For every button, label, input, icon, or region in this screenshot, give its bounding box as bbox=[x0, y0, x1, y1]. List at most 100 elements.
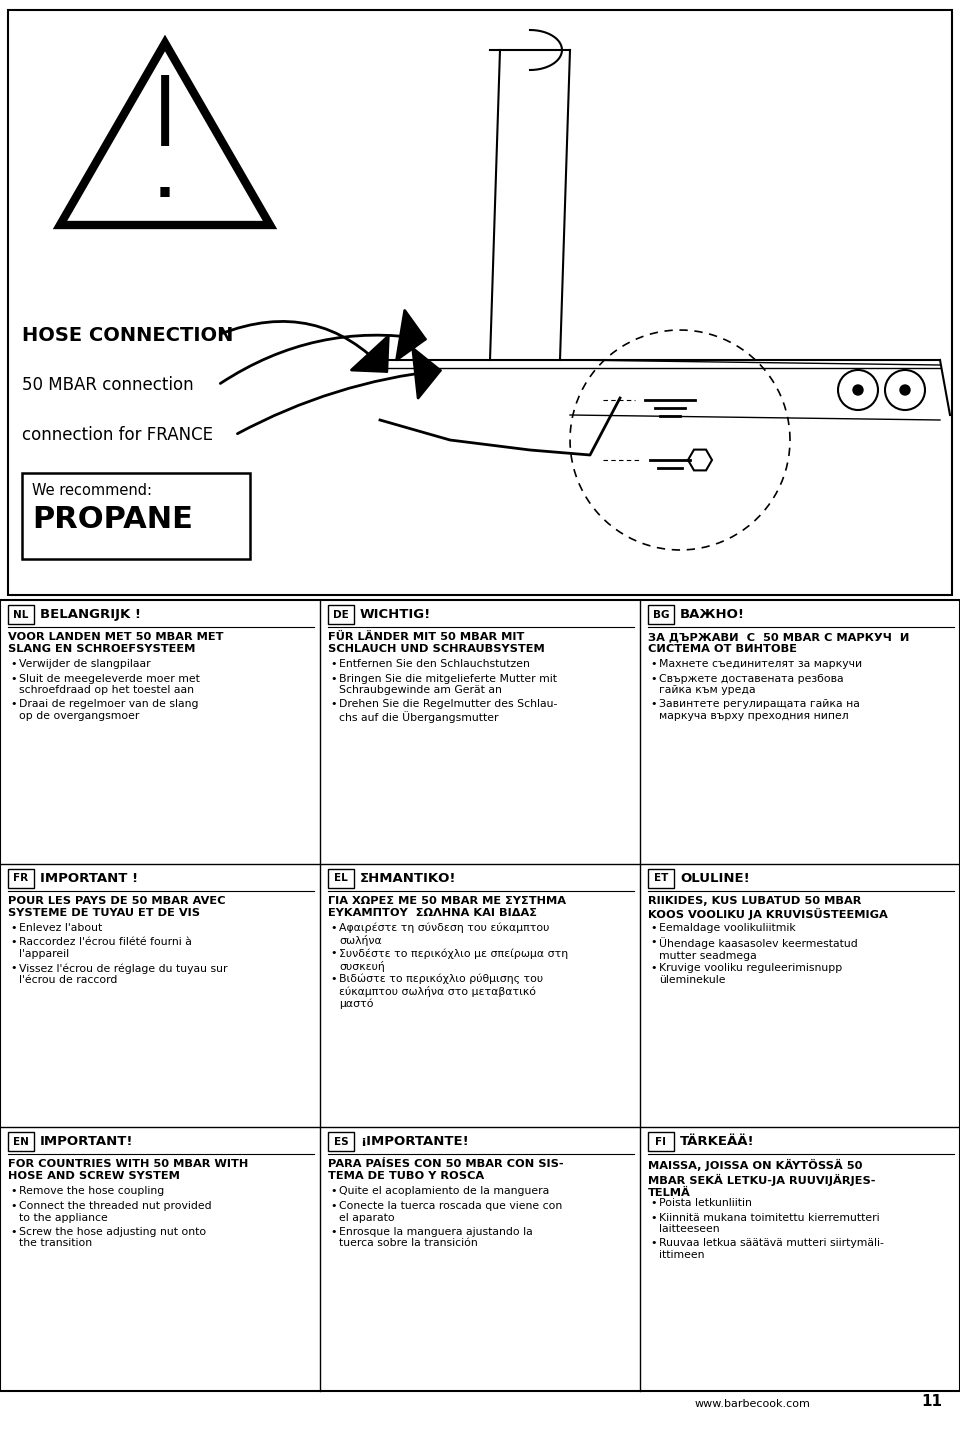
Text: Draai de regelmoer van de slang
op de overgangsmoer: Draai de regelmoer van de slang op de ov… bbox=[19, 699, 199, 722]
Text: •: • bbox=[330, 699, 337, 709]
Text: Συνδέστε το περικόχλιο με σπείρωμα στη
συσκευή: Συνδέστε το περικόχλιο με σπείρωμα στη σ… bbox=[339, 949, 568, 972]
FancyArrowPatch shape bbox=[221, 322, 388, 372]
Circle shape bbox=[853, 384, 863, 394]
Text: ΣΗΜΑΝΤΙΚΟ!: ΣΗΜΑΝΤΙΚΟ! bbox=[360, 872, 457, 885]
Text: •: • bbox=[650, 1198, 657, 1208]
Text: DE: DE bbox=[333, 610, 348, 620]
Text: Αφαιρέστε τη σύνδεση του εύκαμπτου
σωλήνα: Αφαιρέστε τη σύνδεση του εύκαμπτου σωλήν… bbox=[339, 923, 549, 946]
Text: Raccordez l'écrou filété fourni à
l'appareil: Raccordez l'écrou filété fourni à l'appa… bbox=[19, 937, 192, 959]
Text: •: • bbox=[10, 1226, 16, 1236]
Text: •: • bbox=[330, 659, 337, 669]
Text: Ruuvaa letkua säätävä mutteri siirtymäli-
ittimeen: Ruuvaa letkua säätävä mutteri siirtymäli… bbox=[659, 1239, 884, 1260]
Text: ET: ET bbox=[654, 873, 668, 883]
Text: Kruvige vooliku reguleerimisnupp
üleminekule: Kruvige vooliku reguleerimisnupp ülemine… bbox=[659, 963, 842, 985]
Text: BELANGRIJK !: BELANGRIJK ! bbox=[40, 607, 141, 622]
Text: •: • bbox=[650, 1213, 657, 1223]
Text: •: • bbox=[330, 674, 337, 684]
Text: 50 MBAR connection: 50 MBAR connection bbox=[22, 376, 194, 394]
Text: Screw the hose adjusting nut onto
the transition: Screw the hose adjusting nut onto the tr… bbox=[19, 1226, 206, 1249]
Text: Ühendage kaasasolev keermestatud
mutter seadmega: Ühendage kaasasolev keermestatud mutter … bbox=[659, 937, 857, 960]
Text: •: • bbox=[330, 923, 337, 933]
Text: IMPORTANT!: IMPORTANT! bbox=[40, 1135, 133, 1149]
Text: 11: 11 bbox=[921, 1395, 942, 1409]
Text: Махнете съединителят за маркучи: Махнете съединителят за маркучи bbox=[659, 659, 862, 669]
Text: Enrosque la manguera ajustando la
tuerca sobre la transición: Enrosque la manguera ajustando la tuerca… bbox=[339, 1226, 533, 1249]
Text: ¡IMPORTANTE!: ¡IMPORTANTE! bbox=[360, 1135, 468, 1149]
Text: Свържете доставената резбова
гайка към уреда: Свържете доставената резбова гайка към у… bbox=[659, 674, 844, 696]
Bar bbox=[328, 604, 354, 624]
Text: FR: FR bbox=[13, 873, 29, 883]
Text: EL: EL bbox=[334, 873, 348, 883]
Text: •: • bbox=[10, 1186, 16, 1196]
Text: Connect the threaded nut provided
to the appliance: Connect the threaded nut provided to the… bbox=[19, 1202, 211, 1223]
Text: •: • bbox=[330, 1186, 337, 1196]
Bar bbox=[22, 473, 250, 559]
FancyArrowPatch shape bbox=[220, 310, 425, 383]
Text: •: • bbox=[650, 659, 657, 669]
Text: .: . bbox=[155, 156, 175, 209]
Text: •: • bbox=[650, 699, 657, 709]
Bar bbox=[648, 604, 674, 624]
Text: POUR LES PAYS DE 50 MBAR AVEC
SYSTEME DE TUYAU ET DE VIS: POUR LES PAYS DE 50 MBAR AVEC SYSTEME DE… bbox=[8, 896, 226, 917]
Text: Verwijder de slangpilaar: Verwijder de slangpilaar bbox=[19, 659, 151, 669]
Text: NL: NL bbox=[13, 610, 29, 620]
Text: OLULINE!: OLULINE! bbox=[680, 872, 750, 885]
Text: Βιδώστε το περικόχλιο ρύθμισης του
εύκαμπτου σωλήνα στο μεταβατικό
μαστό: Βιδώστε το περικόχλιο ρύθμισης του εύκαμ… bbox=[339, 975, 543, 1009]
Bar bbox=[0, 600, 960, 1390]
Text: •: • bbox=[330, 1226, 337, 1236]
Text: Kiinnitä mukana toimitettu kierremutteri
laitteeseen: Kiinnitä mukana toimitettu kierremutteri… bbox=[659, 1213, 879, 1235]
Text: WICHTIG!: WICHTIG! bbox=[360, 607, 431, 622]
Text: Drehen Sie die Regelmutter des Schlau-
chs auf die Übergangsmutter: Drehen Sie die Regelmutter des Schlau- c… bbox=[339, 699, 558, 723]
Text: VOOR LANDEN MET 50 MBAR MET
SLANG EN SCHROEFSYSTEEM: VOOR LANDEN MET 50 MBAR MET SLANG EN SCH… bbox=[8, 632, 224, 654]
Bar bbox=[648, 869, 674, 887]
Text: ΓΙΑ ΧΩΡΕΣ ΜΕ 50 MBAR ΜΕ ΣΥΣΤΗΜΑ
ΕΥΚΑΜΠΤΟΥ  ΣΩΛΗΝΑ ΚΑΙ ΒΙΔΑΣ: ΓΙΑ ΧΩΡΕΣ ΜΕ 50 MBAR ΜΕ ΣΥΣΤΗΜΑ ΕΥΚΑΜΠΤΟ… bbox=[328, 896, 566, 917]
Text: PARA PAÍSES CON 50 MBAR CON SIS-
TEMA DE TUBO Y ROSCA: PARA PAÍSES CON 50 MBAR CON SIS- TEMA DE… bbox=[328, 1159, 564, 1182]
Text: FI: FI bbox=[656, 1137, 666, 1147]
Bar bbox=[8, 1132, 34, 1152]
Text: |: | bbox=[152, 74, 179, 146]
Text: •: • bbox=[10, 1202, 16, 1212]
Bar bbox=[328, 1132, 354, 1152]
Text: Conecte la tuerca roscada que viene con
el aparato: Conecte la tuerca roscada que viene con … bbox=[339, 1202, 563, 1223]
Text: MAISSA, JOISSA ON KÄYTÖSSÄ 50
MBAR SEKÄ LETKU-JA RUUVIJÄRJES-
TELMÄ: MAISSA, JOISSA ON KÄYTÖSSÄ 50 MBAR SEKÄ … bbox=[648, 1159, 876, 1198]
Text: •: • bbox=[330, 949, 337, 959]
Text: •: • bbox=[10, 963, 16, 973]
Text: •: • bbox=[650, 674, 657, 684]
Text: EN: EN bbox=[13, 1137, 29, 1147]
Polygon shape bbox=[60, 43, 270, 224]
Text: PROPANE: PROPANE bbox=[32, 504, 193, 534]
FancyArrowPatch shape bbox=[237, 349, 441, 433]
Text: Eemaldage voolikuliitmik: Eemaldage voolikuliitmik bbox=[659, 923, 796, 933]
Text: •: • bbox=[10, 923, 16, 933]
Text: FOR COUNTRIES WITH 50 MBAR WITH
HOSE AND SCREW SYSTEM: FOR COUNTRIES WITH 50 MBAR WITH HOSE AND… bbox=[8, 1159, 249, 1182]
Text: •: • bbox=[10, 674, 16, 684]
Text: •: • bbox=[650, 1239, 657, 1249]
Text: We recommend:: We recommend: bbox=[32, 483, 152, 497]
Bar bbox=[648, 1132, 674, 1152]
Text: Bringen Sie die mitgelieferte Mutter mit
Schraubgewinde am Gerät an: Bringen Sie die mitgelieferte Mutter mit… bbox=[339, 674, 557, 696]
Text: •: • bbox=[650, 963, 657, 973]
Text: www.barbecook.com: www.barbecook.com bbox=[695, 1399, 811, 1409]
Text: FÜR LÄNDER MIT 50 MBAR MIT
SCHLAUCH UND SCHRAUBSYSTEM: FÜR LÄNDER MIT 50 MBAR MIT SCHLAUCH UND … bbox=[328, 632, 544, 654]
Text: ES: ES bbox=[334, 1137, 348, 1147]
Text: Sluit de meegeleverde moer met
schroefdraad op het toestel aan: Sluit de meegeleverde moer met schroefdr… bbox=[19, 674, 200, 696]
Text: connection for FRANCE: connection for FRANCE bbox=[22, 426, 213, 444]
Text: •: • bbox=[650, 937, 657, 947]
Text: •: • bbox=[650, 923, 657, 933]
Text: IMPORTANT !: IMPORTANT ! bbox=[40, 872, 138, 885]
Text: Enlevez l'about: Enlevez l'about bbox=[19, 923, 103, 933]
Text: ЗА ДЪРЖАВИ  С  50 MBAR С МАРКУЧ  И
СИСТЕМА ОТ ВИНТОВЕ: ЗА ДЪРЖАВИ С 50 MBAR С МАРКУЧ И СИСТЕМА … bbox=[648, 632, 909, 654]
Text: Vissez l'écrou de réglage du tuyau sur
l'écrou de raccord: Vissez l'écrou de réglage du tuyau sur l… bbox=[19, 963, 228, 985]
Circle shape bbox=[900, 384, 910, 394]
Bar bbox=[328, 869, 354, 887]
Text: RIIKIDES, KUS LUBATUD 50 MBAR
KOOS VOOLIKU JA KRUVISÜSTEEMIGA: RIIKIDES, KUS LUBATUD 50 MBAR KOOS VOOLI… bbox=[648, 896, 888, 920]
Text: •: • bbox=[330, 1202, 337, 1212]
Text: •: • bbox=[10, 659, 16, 669]
Text: Remove the hose coupling: Remove the hose coupling bbox=[19, 1186, 164, 1196]
Text: TÄRKEÄÄ!: TÄRKEÄÄ! bbox=[680, 1135, 755, 1149]
Text: HOSE CONNECTION: HOSE CONNECTION bbox=[22, 326, 233, 344]
Text: ВАЖНО!: ВАЖНО! bbox=[680, 607, 745, 622]
Text: •: • bbox=[10, 937, 16, 947]
Text: Entfernen Sie den Schlauchstutzen: Entfernen Sie den Schlauchstutzen bbox=[339, 659, 530, 669]
Bar bbox=[8, 10, 952, 594]
